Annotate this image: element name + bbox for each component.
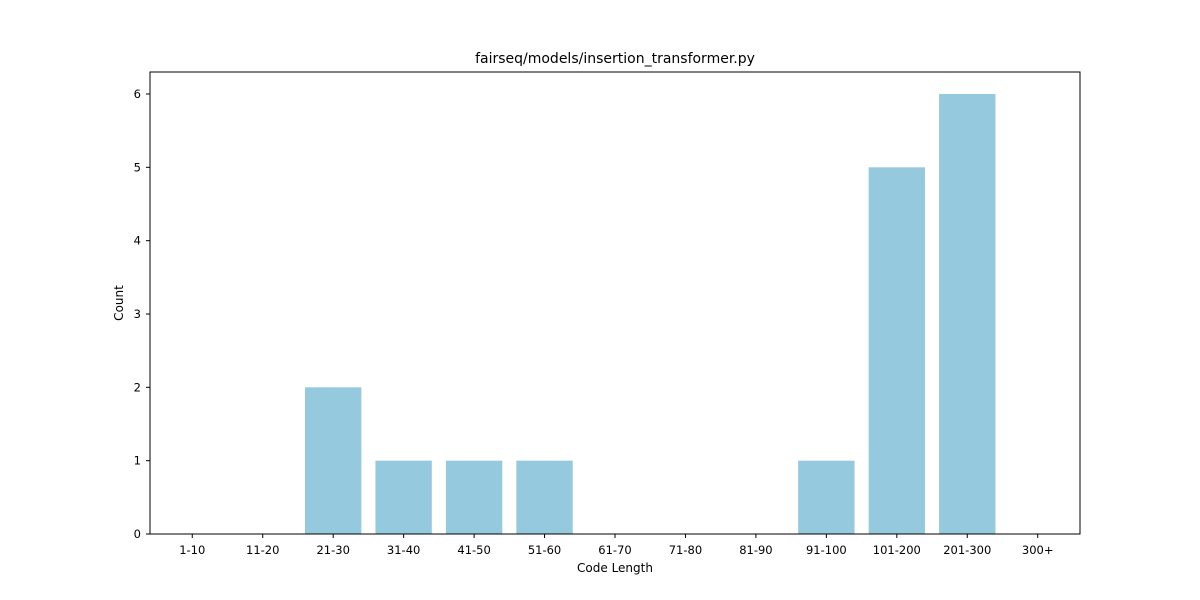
y-tick-label: 2 [134,380,141,394]
bar-41-50 [445,460,503,534]
bar-101-200 [868,167,925,534]
y-tick-label: 0 [134,527,141,541]
x-tick-label: 21-30 [316,543,349,557]
plot-frame [149,71,1081,535]
bar-51-60 [516,460,573,534]
x-tick-label: 201-300 [943,543,991,557]
x-tick-label: 300+ [1022,543,1054,557]
x-tick-label: 101-200 [873,543,921,557]
y-tick-label: 4 [134,234,141,248]
x-tick-label: 61-70 [598,543,631,557]
y-tick-label: 1 [134,454,141,468]
bar-21-30 [305,387,362,534]
bar-201-300 [939,94,996,534]
y-tick-label: 6 [134,87,141,101]
x-tick-label: 51-60 [528,543,561,557]
y-axis-label: Count [112,285,126,321]
y-tick-label: 3 [134,307,141,321]
x-tick-label: 11-20 [246,543,279,557]
x-tick-label: 81-90 [739,543,772,557]
bars-layer [305,94,996,534]
bar-31-40 [375,460,432,534]
x-tick-label: 91-100 [806,543,847,557]
x-tick-label: 41-50 [457,543,490,557]
chart-title: fairseq/models/insertion_transformer.py [475,51,755,67]
y-tick-label: 5 [134,160,141,174]
x-axis: 1-10 11-20 21-30 31-40 41-50 51-60 61-70 71-80 8… [179,534,1054,557]
bar-91-100 [798,460,855,534]
y-axis: 0 1 2 3 4 5 6 [134,87,150,541]
x-tick-label: 1-10 [179,543,205,557]
x-tick-label: 31-40 [387,543,420,557]
x-axis-label: Code Length [577,561,653,575]
x-tick-label: 71-80 [669,543,702,557]
